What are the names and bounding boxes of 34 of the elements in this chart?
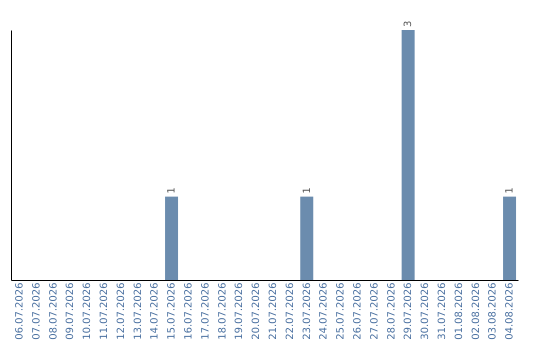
x-tick-label: 03.08.2026 — [488, 282, 499, 340]
x-tick-label: 12.07.2026 — [116, 282, 127, 340]
x-tick-label: 19.07.2026 — [234, 282, 246, 340]
data-label: 1 — [166, 187, 178, 194]
x-tick-label: 10.07.2026 — [82, 282, 94, 340]
x-tick-label: 04.08.2026 — [504, 282, 516, 340]
x-tick-label: 13.07.2026 — [132, 282, 144, 340]
x-tick-label: 26.07.2026 — [352, 282, 364, 340]
x-tick-label: 28.07.2026 — [386, 282, 398, 340]
x-tick-label: 09.07.2026 — [65, 282, 76, 340]
x-tick-label: 14.07.2026 — [150, 282, 161, 340]
x-tick-label: 25.07.2026 — [336, 282, 347, 340]
x-tick-label: 18.07.2026 — [217, 282, 228, 340]
x-tick-label: 27.07.2026 — [369, 282, 380, 340]
data-label: 1 — [504, 187, 516, 194]
x-tick-label: 20.07.2026 — [251, 282, 262, 340]
x-tick-label: 23.07.2026 — [302, 282, 313, 340]
x-tick-label: 31.07.2026 — [436, 282, 448, 340]
x-tick-label: 17.07.2026 — [200, 282, 212, 340]
x-tick-label: 22.07.2026 — [284, 282, 296, 340]
data-label: 3 — [403, 20, 414, 27]
x-tick-label: 08.07.2026 — [48, 282, 60, 340]
data-label: 1 — [302, 187, 313, 194]
x-tick-label: 16.07.2026 — [183, 282, 194, 340]
x-tick-label: 30.07.2026 — [420, 282, 432, 340]
x-tick-label: 02.08.2026 — [470, 282, 482, 340]
x-tick-label: 21.07.2026 — [268, 282, 279, 340]
x-tick-label: 24.07.2026 — [318, 282, 330, 340]
x-tick-label: 07.07.2026 — [31, 282, 42, 340]
x-tick-label: 11.07.2026 — [98, 282, 110, 340]
x-tick-label: 15.07.2026 — [166, 282, 178, 340]
x-tick-label: 06.07.2026 — [14, 282, 26, 340]
x-tick-label: 29.07.2026 — [403, 282, 414, 340]
x-tick-label: 01.08.2026 — [454, 282, 465, 340]
